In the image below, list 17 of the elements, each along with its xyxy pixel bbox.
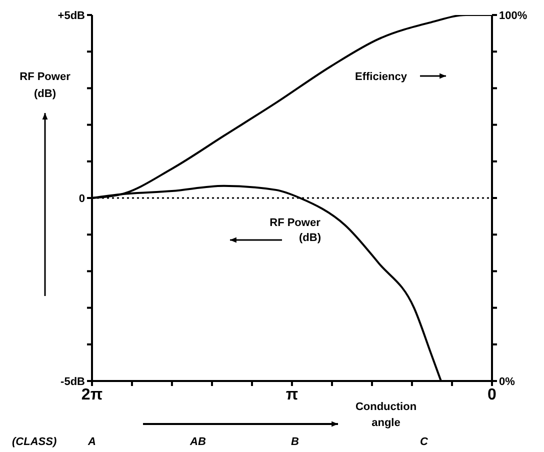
x-tick-label: 0 xyxy=(488,386,497,404)
text: A xyxy=(87,436,96,448)
text: AB xyxy=(189,436,206,448)
text: C xyxy=(420,436,430,448)
y2-tick-label: 0% xyxy=(499,376,516,388)
y-tick-label: 0 xyxy=(78,192,85,205)
legend-label: Efficiency xyxy=(355,71,408,83)
series-label: RF Power (dB) xyxy=(270,217,322,244)
text: (CLASS) xyxy=(12,436,57,448)
text: B xyxy=(291,436,300,448)
x-tick-label: 2π xyxy=(81,386,103,404)
x-tick-label: π xyxy=(286,386,298,404)
y-axis-title: RF Power (dB) xyxy=(20,71,72,100)
x-axis-title: Conduction angle xyxy=(355,401,417,429)
y-tick-label: +5dB xyxy=(58,10,86,22)
y-tick-label: -5dB xyxy=(60,376,86,388)
y2-tick-label: 100% xyxy=(499,10,528,22)
